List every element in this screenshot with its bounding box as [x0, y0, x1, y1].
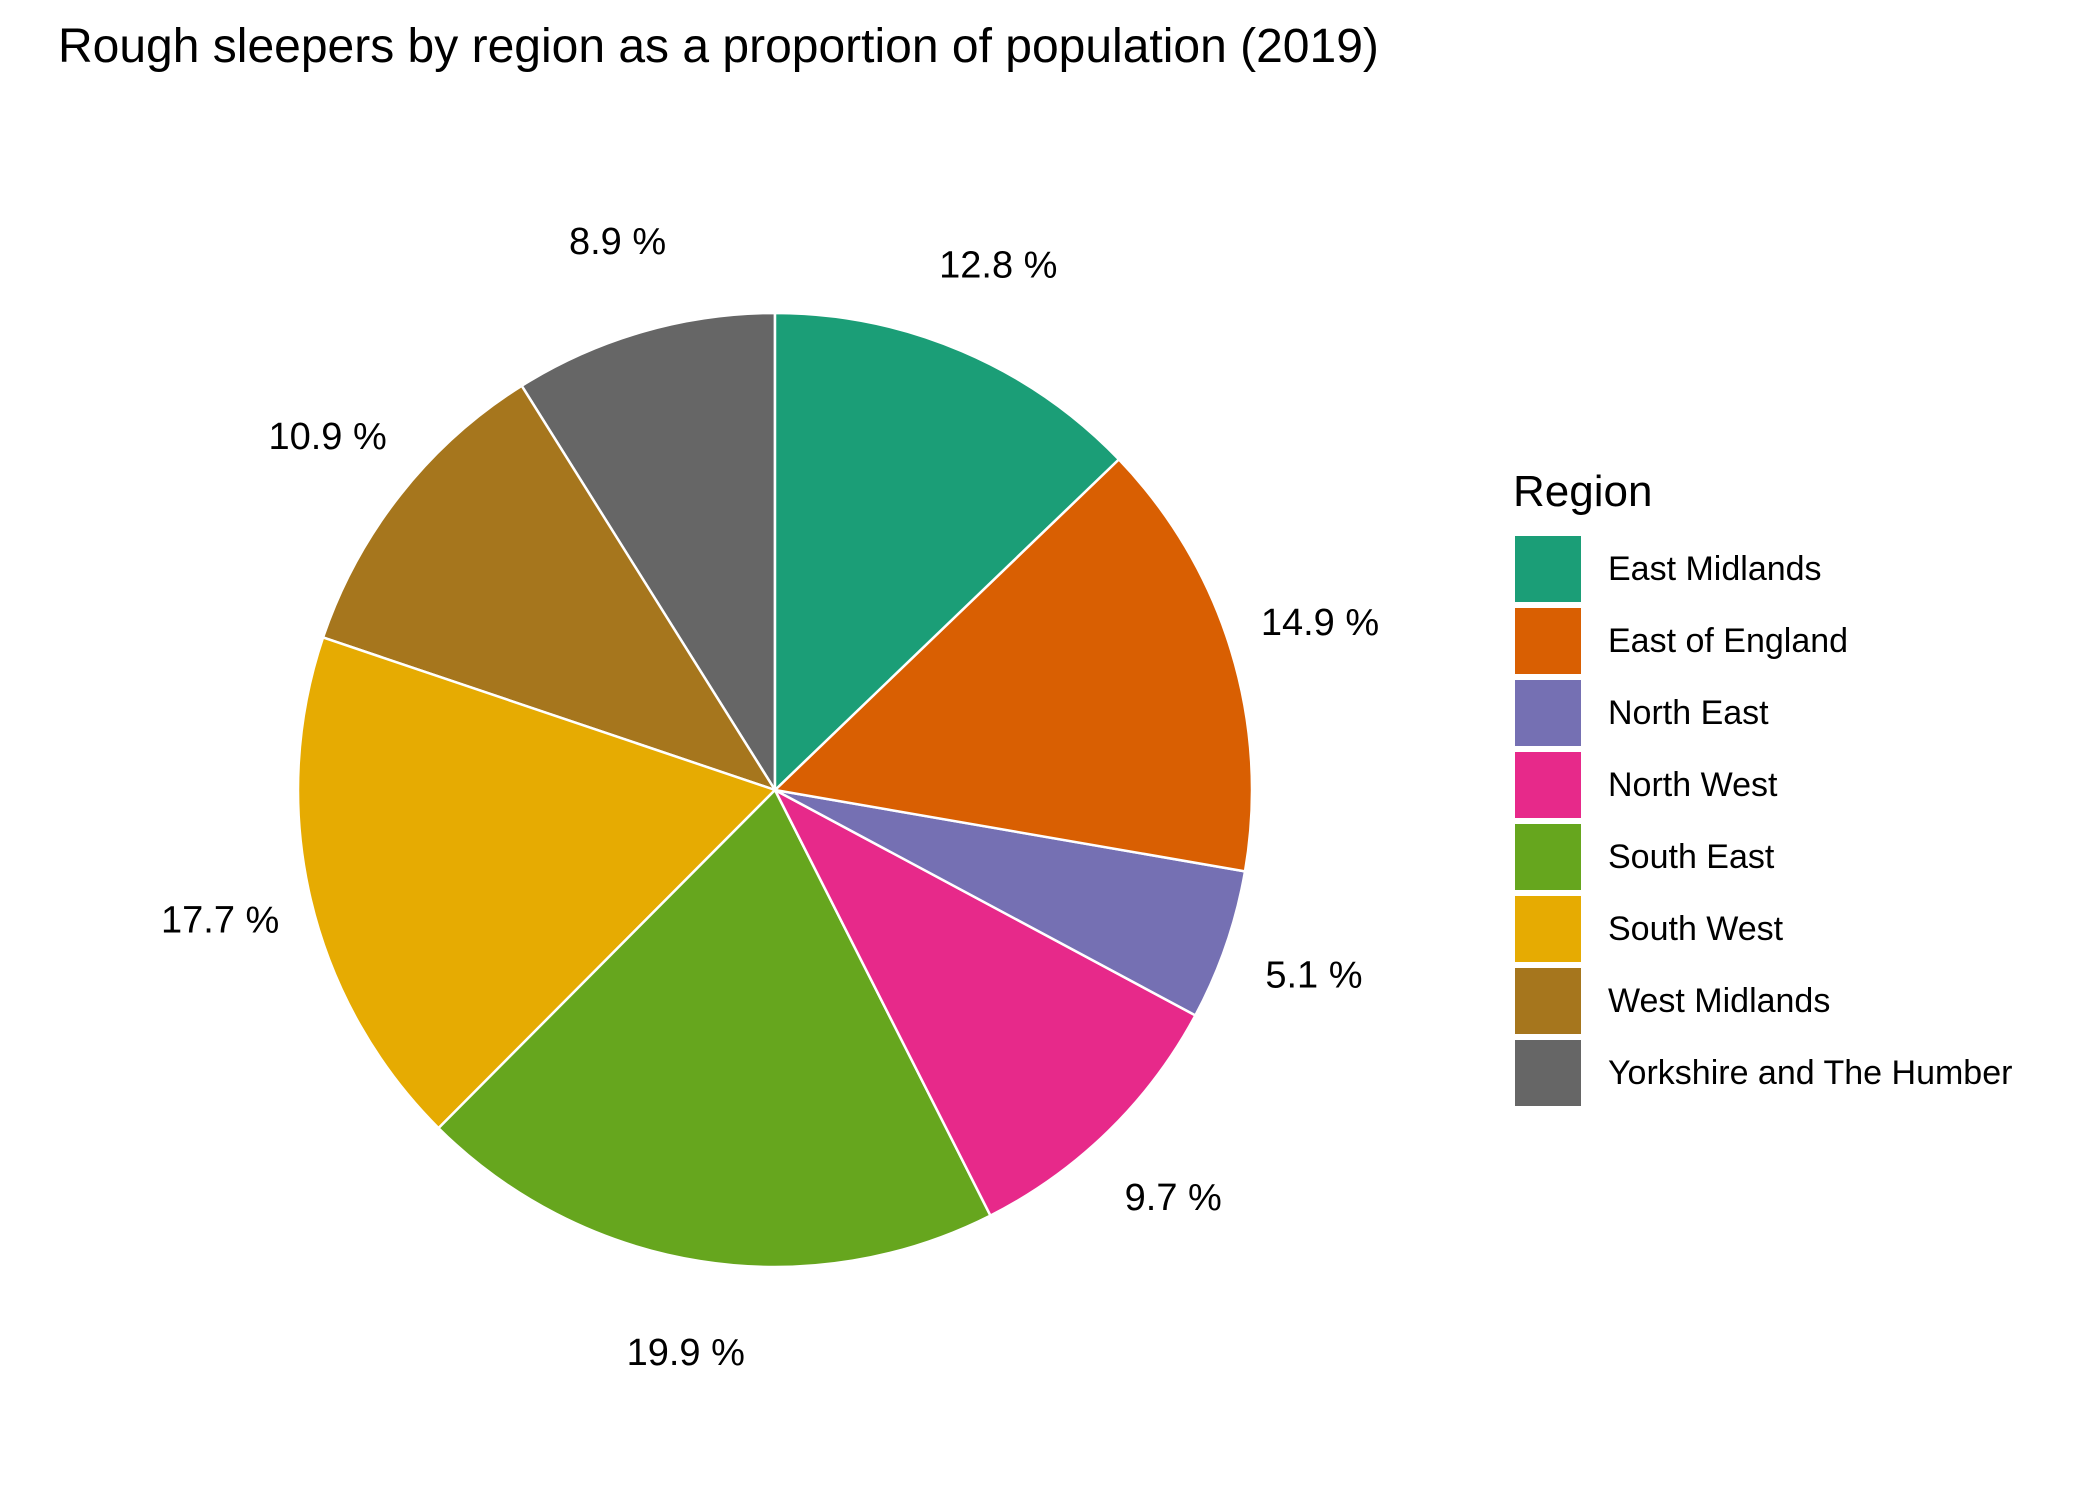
legend-key-north-east — [1515, 680, 1581, 746]
legend-label-south-west: South West — [1608, 910, 1784, 948]
chart-title: Rough sleepers by region as a proportion… — [58, 20, 1379, 73]
legend-label-north-east: North East — [1608, 694, 1769, 732]
pie-slice-north-west — [773, 788, 1197, 1217]
legend-label-south-east: South East — [1608, 838, 1775, 876]
slice-label-west-midlands: 10.9 % — [268, 416, 386, 458]
pie-slice-east-midlands — [773, 311, 1121, 792]
slice-label-east-midlands: 12.8 % — [939, 245, 1057, 287]
pie-slice-west-midlands — [321, 384, 777, 792]
legend-key-west-midlands — [1515, 968, 1581, 1034]
slice-label-north-west: 9.7 % — [1125, 1177, 1222, 1219]
pie-slices — [296, 311, 1254, 1269]
slice-label-south-west: 17.7 % — [161, 900, 279, 942]
legend-label-north-west: North West — [1608, 766, 1778, 804]
pie-slice-north-east — [773, 788, 1247, 1017]
legend-key-east-midlands — [1515, 536, 1581, 602]
pie-slice-east-of-england — [773, 458, 1254, 873]
legend-label-west-midlands: West Midlands — [1608, 982, 1830, 1020]
pie-slice-south-west — [296, 636, 777, 1130]
legend: Region East Midlands East of England North… — [1513, 467, 2012, 1106]
legend-key-east-of-england — [1515, 608, 1581, 674]
slice-label-yorkshire-and-the-humber: 8.9 % — [569, 221, 666, 263]
pie-slice-yorkshire-and-the-humber — [520, 311, 777, 792]
legend-key-yorkshire-and-the-humber — [1515, 1040, 1581, 1106]
slice-label-south-east: 19.9 % — [627, 1332, 745, 1374]
legend-title: Region — [1513, 467, 1652, 516]
legend-label-east-midlands: East Midlands — [1608, 550, 1822, 588]
legend-key-south-west — [1515, 896, 1581, 962]
slice-label-east-of-england: 14.9 % — [1261, 602, 1379, 644]
slice-label-north-east: 5.1 % — [1265, 955, 1362, 997]
legend-key-south-east — [1515, 824, 1581, 890]
pie-slice-south-east — [437, 788, 992, 1269]
legend-label-east-of-england: East of England — [1608, 622, 1848, 660]
pie-slice-labels: 8.9 % 10.9 % 17.7 % 19.9 % 9.7 % 5.1 % 14.9 % 1… — [161, 221, 1379, 1374]
legend-label-yorkshire-and-the-humber: Yorkshire and The Humber — [1608, 1054, 2012, 1092]
legend-key-north-west — [1515, 752, 1581, 818]
